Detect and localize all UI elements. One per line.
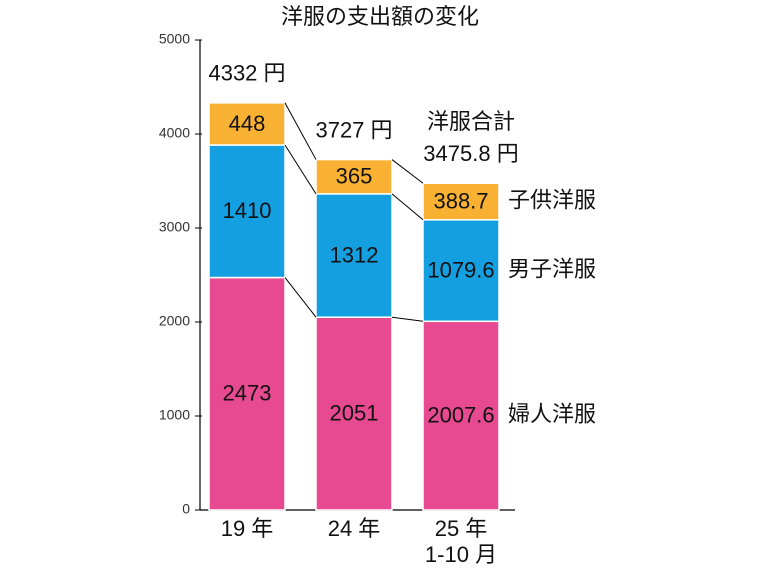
total-label: 4332 円 bbox=[208, 61, 285, 86]
y-tick-label: 2000 bbox=[159, 313, 190, 329]
value-label: 1410 bbox=[223, 198, 272, 223]
bar-segment bbox=[208, 102, 286, 146]
total-label: 3475.8 円 bbox=[423, 141, 518, 166]
value-label: 1079.6 bbox=[427, 257, 494, 282]
chart-title: 洋服の支出額の変化 bbox=[281, 4, 479, 29]
x-tick-label: 24 年 bbox=[328, 516, 381, 541]
value-label: 2051 bbox=[330, 400, 379, 425]
value-label: 388.7 bbox=[433, 188, 488, 213]
y-tick-label: 3000 bbox=[159, 219, 190, 235]
connector-line bbox=[391, 316, 424, 322]
bar-segment bbox=[208, 144, 286, 279]
value-label: 1312 bbox=[330, 242, 379, 267]
total-label: 3727 円 bbox=[315, 117, 392, 142]
bar-segment bbox=[315, 158, 393, 195]
connector-line bbox=[284, 144, 317, 195]
value-label: 448 bbox=[229, 111, 266, 136]
connector-line bbox=[391, 159, 424, 184]
connector-line bbox=[284, 102, 317, 160]
value-label: 2007.6 bbox=[427, 402, 494, 427]
bar-segment bbox=[315, 316, 393, 511]
bar-segment bbox=[422, 182, 500, 221]
y-tick-label: 4000 bbox=[159, 125, 190, 141]
legend-label: 婦人洋服 bbox=[508, 401, 596, 426]
x-tick-sublabel: 1-10 月 bbox=[425, 542, 497, 567]
y-tick-label: 1000 bbox=[159, 407, 190, 423]
value-label: 2473 bbox=[223, 381, 272, 406]
y-tick-label: 0 bbox=[182, 501, 190, 517]
bar-segment bbox=[208, 276, 286, 511]
bar-segment bbox=[315, 193, 393, 318]
value-label: 365 bbox=[336, 164, 373, 189]
legend-label: 男子洋服 bbox=[508, 256, 596, 281]
y-tick-label: 5000 bbox=[159, 31, 190, 47]
connector-line bbox=[284, 277, 317, 318]
legend-label: 子供洋服 bbox=[508, 187, 596, 212]
connector-line bbox=[391, 193, 424, 221]
bar-segment bbox=[422, 219, 500, 323]
x-tick-label: 25 年 bbox=[435, 516, 488, 541]
x-tick-label: 19 年 bbox=[221, 516, 274, 541]
total-caption: 洋服合計 bbox=[427, 109, 515, 134]
